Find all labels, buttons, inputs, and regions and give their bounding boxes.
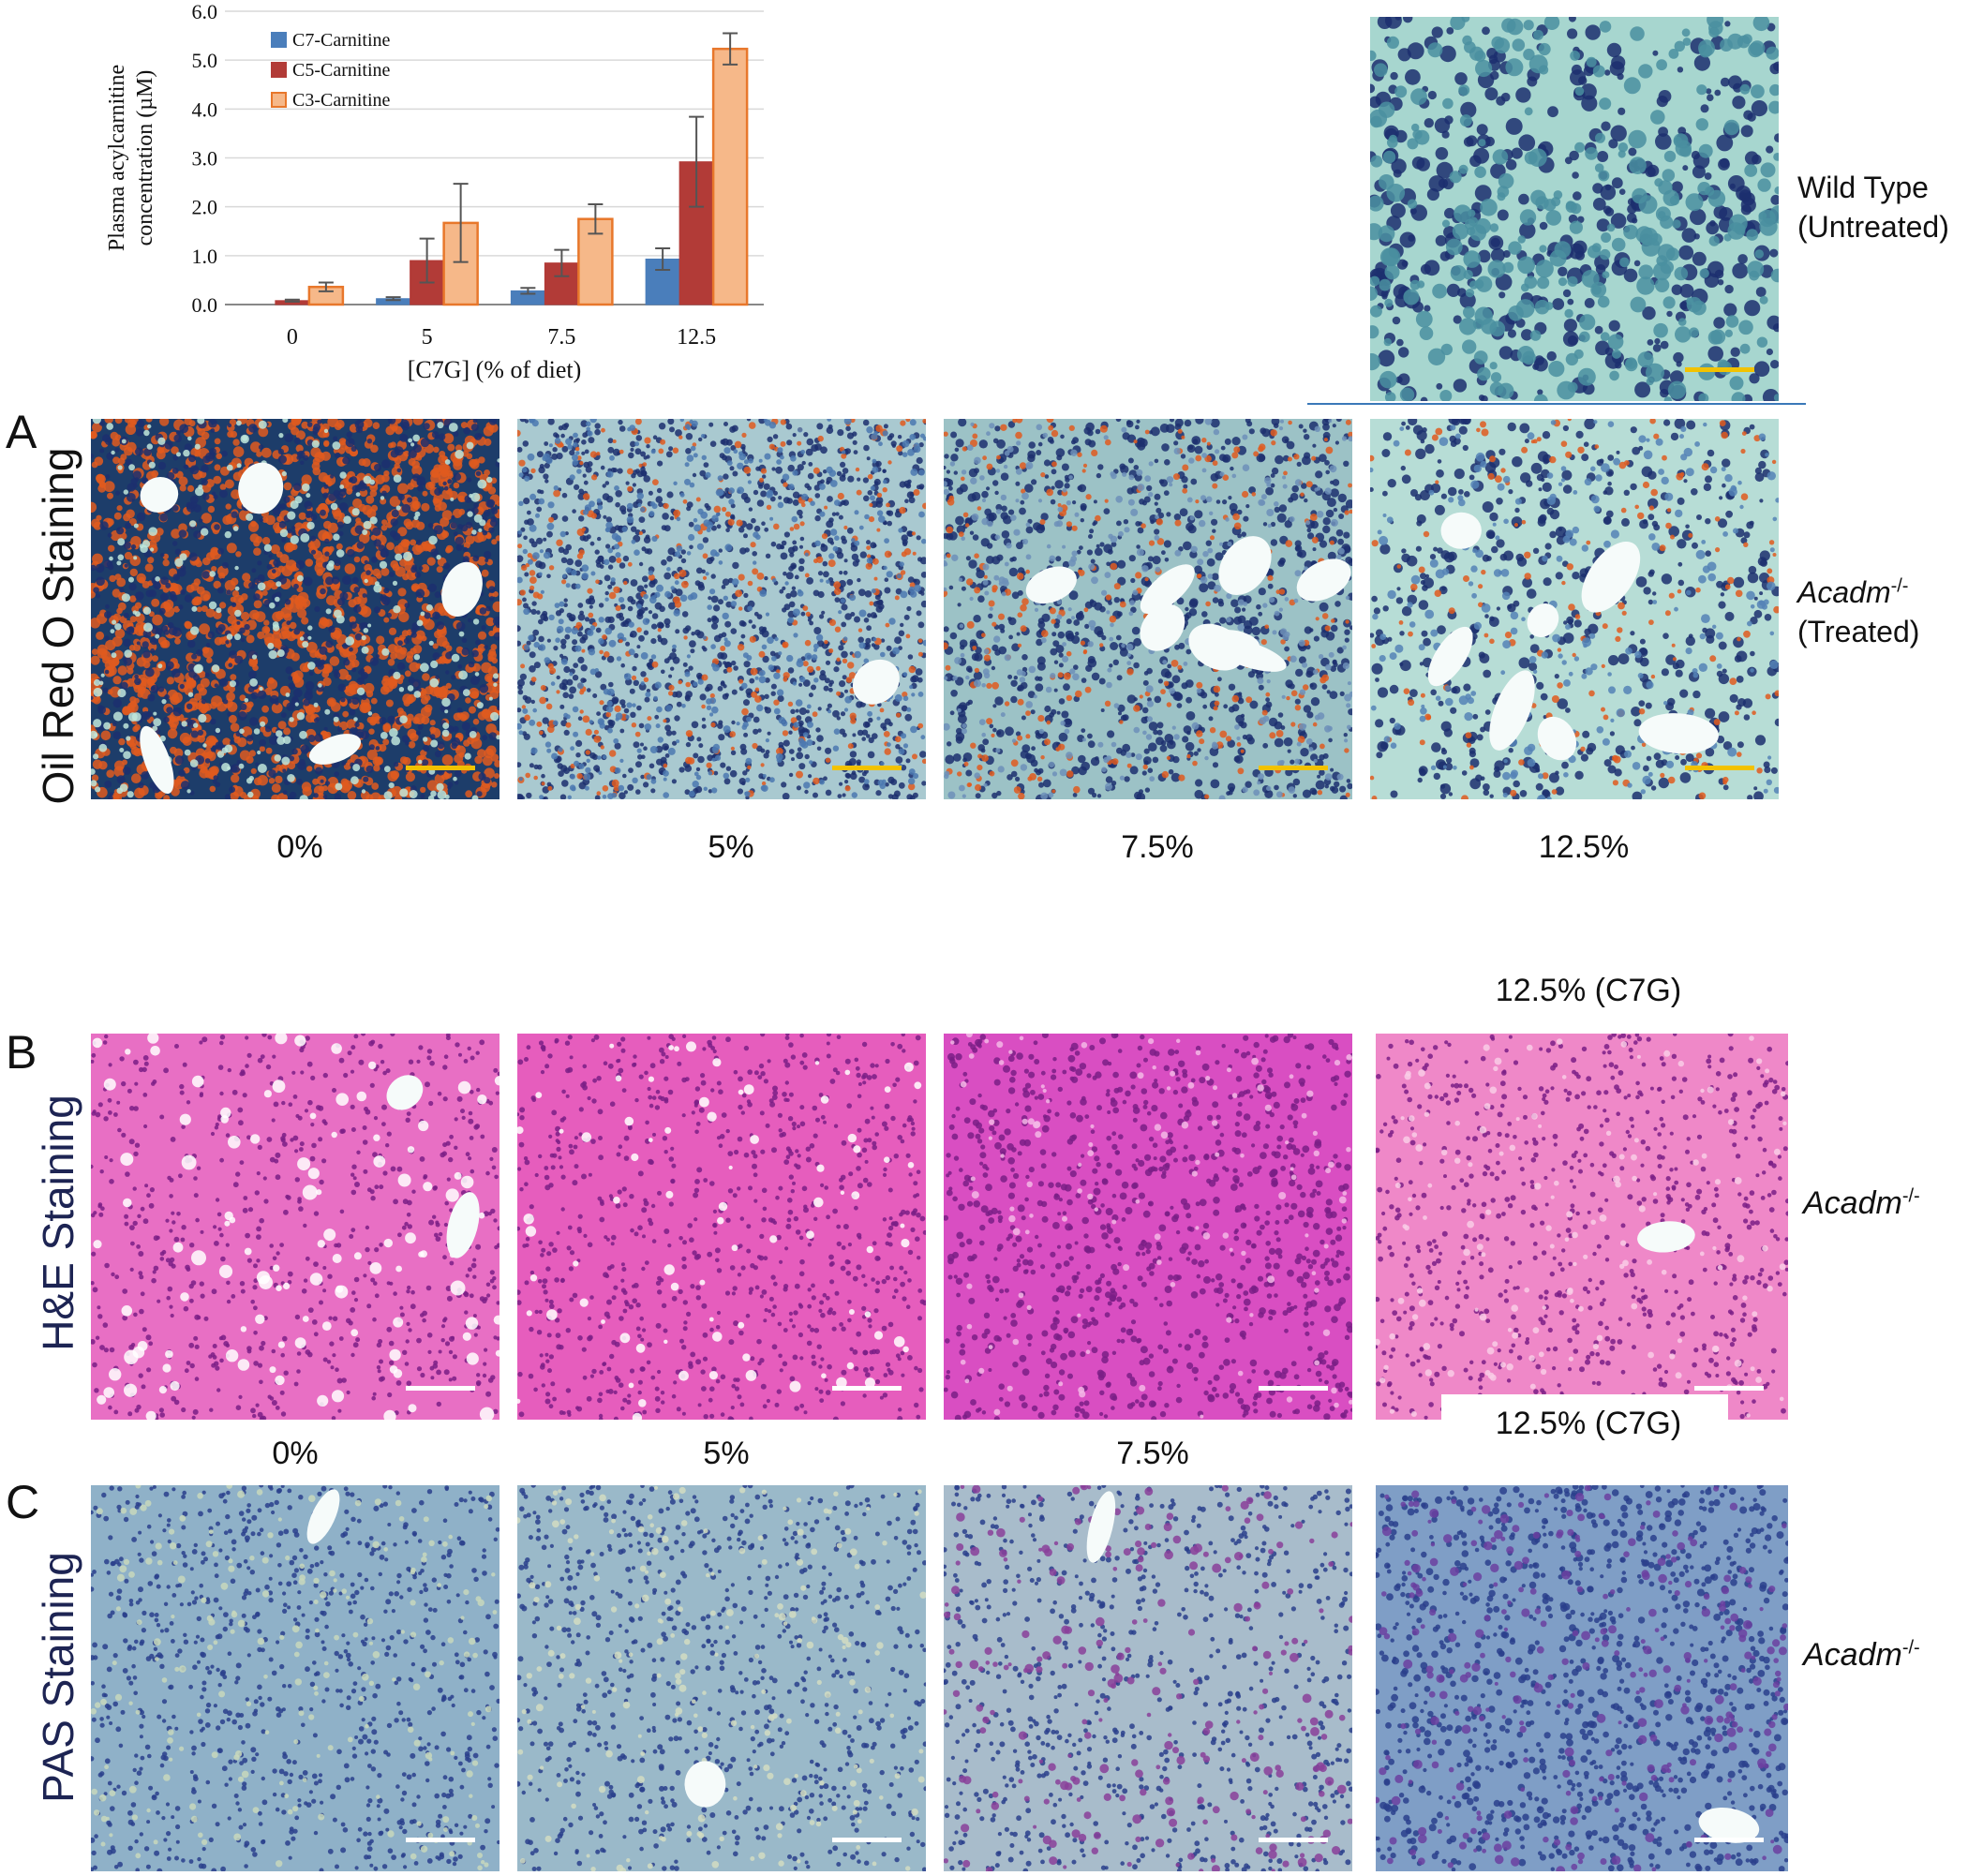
panel-a-label-12-5: 12.5%	[1538, 829, 1630, 865]
panel-a-treated: (Treated)	[1797, 614, 1920, 648]
panel-a-label-0: 0%	[276, 829, 323, 865]
pas-image-0	[91, 1485, 499, 1871]
oil-red-image-12-5	[1370, 419, 1779, 799]
panel-c-row-label: PAS Staining	[34, 1552, 82, 1803]
y-tick-label: 5.0	[192, 49, 218, 72]
bar-c3-carnitine	[711, 47, 749, 306]
pas-image-5	[517, 1485, 926, 1871]
panel-c-top-label: 12.5% (C7G)	[1495, 1406, 1682, 1441]
panel-a-label-7-5: 7.5%	[1121, 829, 1194, 865]
panel-b-genotype: Acadm-/-	[1803, 1183, 1920, 1224]
wild-type-label: Wild Type (Untreated)	[1797, 169, 1949, 246]
legend-swatch	[271, 62, 287, 78]
wild-type-oil-red-image	[1370, 17, 1779, 401]
panel-b-label-7-5: 7.5%	[1116, 1436, 1189, 1471]
panel-b-gene-sup: -/-	[1901, 1185, 1920, 1207]
wild-type-line2: (Untreated)	[1797, 209, 1949, 244]
x-tick-label: 12.5	[677, 325, 716, 350]
panel-c-top-label-box	[1441, 1394, 1728, 1451]
legend-label: C5-Carnitine	[292, 60, 391, 81]
y-tick-label: 6.0	[192, 0, 218, 23]
y-tick-label: 2.0	[192, 196, 218, 219]
x-tick-label: 7.5	[547, 325, 575, 350]
panel-b-label-0: 0%	[272, 1436, 319, 1471]
x-axis-label: [C7G] (% of diet)	[408, 356, 582, 383]
he-image-0	[91, 1034, 499, 1420]
panel-a-genotype: Acadm-/- (Treated)	[1797, 573, 1919, 651]
panel-b-label-5: 5%	[703, 1436, 750, 1471]
panel-c-gene: Acadm	[1803, 1637, 1902, 1673]
x-tick-label: 5	[422, 325, 433, 350]
y-tick-label: 0.0	[192, 293, 218, 317]
section-divider-line	[1307, 403, 1806, 405]
y-tick-label: 4.0	[192, 97, 218, 121]
oil-red-image-7-5	[944, 419, 1352, 799]
panel-a-gene-sup: -/-	[1890, 575, 1909, 597]
y-axis-label: Plasma acylcarnitine	[105, 65, 129, 251]
panel-b-gene: Acadm	[1803, 1185, 1902, 1221]
oil-red-image-0	[91, 419, 499, 799]
chart-svg: 0.0 1.0 2.0 3.0 4.0 5.0 6.0 0 5 7.5 12.5 [C7G] (% o…	[105, 0, 764, 383]
pas-image-7-5	[944, 1485, 1352, 1871]
he-image-7-5	[944, 1034, 1352, 1420]
panel-a-letter: A	[6, 406, 37, 458]
x-tick-label: 0	[287, 325, 298, 350]
panel-c-genotype: Acadm-/-	[1803, 1634, 1920, 1675]
y-tick-label: 3.0	[192, 147, 218, 171]
legend-swatch	[271, 32, 287, 48]
legend-label: C3-Carnitine	[292, 90, 391, 111]
acylcarnitine-bar-chart: 0.0 1.0 2.0 3.0 4.0 5.0 6.0 0 5 7.5 12.5 [C7G] (% o…	[0, 0, 768, 394]
panel-a-row-label: Oil Red O Staining	[34, 447, 82, 805]
panel-c-gene-sup: -/-	[1901, 1637, 1920, 1659]
y-tick-label: 1.0	[192, 245, 218, 268]
bar-c3-carnitine	[442, 221, 479, 306]
panel-a-gene: Acadm	[1797, 575, 1891, 609]
panel-a-label-5: 5%	[708, 829, 754, 865]
wild-type-line1: Wild Type	[1797, 171, 1929, 204]
panel-c-letter: C	[6, 1476, 40, 1528]
pas-image-12-5	[1376, 1485, 1788, 1871]
he-image-5	[517, 1034, 926, 1420]
panel-b-letter: B	[6, 1026, 37, 1079]
he-image-12-5	[1376, 1034, 1788, 1420]
y-axis-label: concentration (µM)	[133, 70, 157, 246]
oil-red-image-5	[517, 419, 926, 799]
panel-b-row-label: H&E Staining	[34, 1094, 82, 1351]
panel-b-top-label: 12.5% (C7G)	[1495, 973, 1682, 1008]
legend-swatch	[271, 92, 287, 108]
legend-label: C7-Carnitine	[292, 30, 391, 51]
